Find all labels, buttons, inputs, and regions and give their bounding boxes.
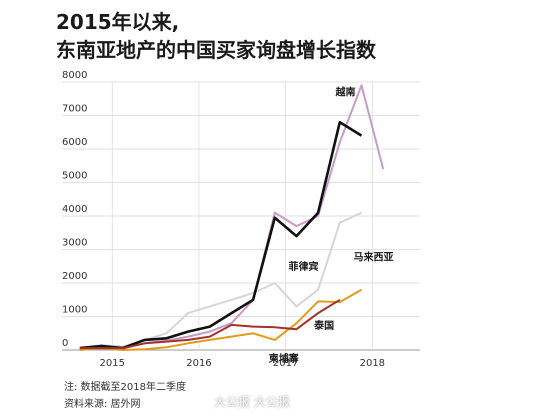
- y-tick-label: 4000: [62, 204, 87, 215]
- y-tick-label: 5000: [62, 171, 87, 182]
- x-tick-label: 2016: [186, 358, 211, 369]
- y-tick-label: 1000: [62, 305, 87, 316]
- y-tick-label: 3000: [62, 238, 87, 249]
- data-note: 注: 数据截至2018年二季度: [64, 382, 186, 393]
- y-tick-label: 7000: [62, 104, 87, 115]
- grid: [62, 81, 420, 351]
- y-tick-label: 6000: [62, 137, 87, 148]
- y-tick-label: 2000: [62, 271, 87, 282]
- series-label: 马来西亚: [353, 251, 393, 264]
- y-tick-label: 0: [62, 338, 68, 349]
- series-line-柬埔寨: [79, 298, 341, 350]
- series-label: 越南: [334, 85, 355, 98]
- series-line-泰国: [79, 288, 362, 351]
- series-label: 泰国: [313, 319, 334, 332]
- chart-title-line-2: 东南亚地产的中国买家询盘增长指数: [56, 38, 376, 62]
- x-axis-ticks: 2015 2016 2017 2018: [100, 358, 386, 369]
- series-line-越南: [79, 84, 385, 350]
- series-lines: [79, 84, 385, 351]
- x-tick-label: 2018: [360, 358, 385, 369]
- watermark: 大公报 大公报: [214, 395, 290, 409]
- series-label: 菲律宾: [288, 260, 318, 273]
- y-tick-label: 8000: [62, 70, 87, 81]
- series-line-菲律宾: [79, 120, 363, 350]
- data-source: 资料来源: 居外网: [64, 399, 141, 410]
- series-label: 柬埔寨: [268, 352, 299, 365]
- x-tick-label: 2017: [273, 358, 298, 369]
- x-tick-label: 2015: [100, 358, 125, 369]
- chart-title-line-1: 2015年以来,: [56, 10, 180, 34]
- y-axis-ticks: 0 1000 2000 3000 4000 5000 6000 7000 8000: [62, 70, 87, 349]
